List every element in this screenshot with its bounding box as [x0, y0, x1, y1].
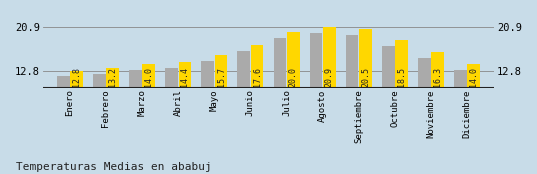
- Bar: [165, 68, 178, 88]
- Bar: [382, 46, 395, 88]
- Bar: [431, 52, 444, 88]
- Text: 14.0: 14.0: [144, 67, 153, 87]
- Text: 20.0: 20.0: [289, 67, 297, 87]
- Bar: [273, 38, 286, 88]
- Text: 20.5: 20.5: [361, 67, 370, 87]
- Bar: [395, 40, 408, 88]
- Bar: [142, 64, 155, 88]
- Bar: [418, 58, 431, 88]
- Text: 14.4: 14.4: [180, 67, 190, 87]
- Text: 15.7: 15.7: [216, 67, 226, 87]
- Text: 13.2: 13.2: [108, 67, 117, 87]
- Bar: [454, 69, 467, 88]
- Bar: [251, 45, 264, 88]
- Bar: [468, 64, 480, 88]
- Bar: [310, 33, 322, 88]
- Bar: [106, 68, 119, 88]
- Bar: [93, 74, 106, 88]
- Text: Temperaturas Medias en ababuj: Temperaturas Medias en ababuj: [16, 162, 212, 172]
- Bar: [57, 76, 69, 88]
- Text: 16.3: 16.3: [433, 67, 442, 87]
- Bar: [323, 27, 336, 88]
- Bar: [287, 32, 300, 88]
- Text: 20.9: 20.9: [325, 67, 334, 87]
- Text: 18.5: 18.5: [397, 67, 406, 87]
- Bar: [70, 71, 83, 88]
- Bar: [215, 55, 227, 88]
- Text: 14.0: 14.0: [469, 67, 478, 87]
- Bar: [201, 61, 214, 88]
- Bar: [359, 29, 372, 88]
- Text: 17.6: 17.6: [252, 67, 262, 87]
- Bar: [179, 62, 191, 88]
- Bar: [237, 51, 250, 88]
- Text: 12.8: 12.8: [72, 67, 81, 87]
- Bar: [129, 70, 142, 88]
- Bar: [346, 35, 358, 88]
